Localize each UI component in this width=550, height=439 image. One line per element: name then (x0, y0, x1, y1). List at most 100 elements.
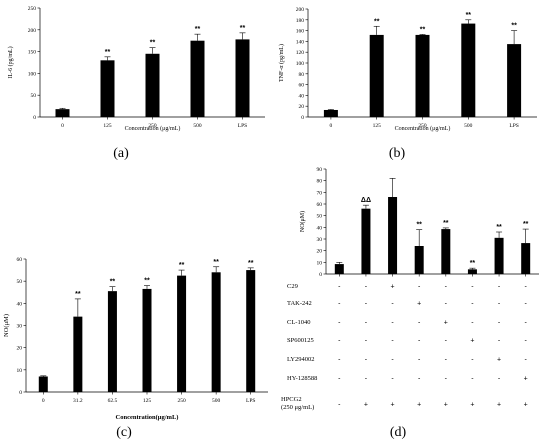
y-tick-label: 0 (19, 390, 22, 396)
treatment-sign: + (524, 402, 528, 409)
significance-mark-1: ** (75, 291, 81, 298)
y-tick-label: 20 (299, 104, 305, 110)
treatment-sign: - (498, 301, 501, 308)
x-tick-label: 500 (193, 123, 202, 129)
y-axis-title: IL-6 (pg/mL) (7, 46, 14, 78)
treatment-sign: - (418, 376, 421, 383)
treatment-sign: + (444, 402, 448, 409)
significance-mark-2: ** (110, 279, 116, 286)
y-axis-title: NO(μM) (3, 314, 10, 337)
y-tick-label: 150 (28, 50, 37, 56)
x-tick-label: 250 (148, 123, 157, 129)
treatment-label: HY-128588 (287, 375, 317, 382)
y-tick-label: 40 (317, 225, 323, 231)
bar-6 (494, 237, 504, 274)
y-tick-label: 20 (317, 249, 323, 255)
bar-4 (177, 275, 187, 392)
significance-mark-1: ** (374, 18, 380, 25)
treatment-label: TAK-242 (287, 300, 312, 307)
chart-panel-a: 0 50 100 150 200 250 IL-6 (pg/mL) 0 ** 125 ** 250 **… (7, 6, 265, 161)
x-tick-label: 31.2 (73, 398, 83, 404)
treatment-sign: - (365, 376, 368, 383)
bar-0 (55, 109, 70, 117)
treatment-sign: + (364, 402, 368, 409)
bar-2 (415, 34, 430, 117)
y-tick-label: 180 (296, 18, 305, 24)
x-tick-label: 250 (418, 123, 427, 129)
bar-0 (323, 109, 338, 117)
bar-3 (461, 23, 476, 117)
x-axis-title: Concentration (μg/mL) (125, 125, 181, 132)
x-tick-label: 0 (42, 398, 45, 404)
y-tick-label: 0 (319, 272, 322, 278)
bar-6 (246, 270, 256, 392)
treatment-sign: - (471, 320, 474, 327)
treatment-sign: - (525, 284, 528, 291)
y-tick-label: 20 (17, 346, 23, 352)
significance-mark-5: ** (213, 259, 219, 266)
bar-7 (521, 243, 531, 274)
treatment-sign: - (525, 338, 528, 345)
panel-label: (a) (113, 146, 129, 161)
y-tick-label: 80 (299, 72, 305, 78)
y-tick-label: 50 (17, 279, 23, 285)
x-axis-title: Concentration (μg/mL) (395, 125, 451, 132)
y-tick-label: 100 (28, 71, 37, 77)
treatment-sign: - (418, 320, 421, 327)
y-tick-label: 30 (17, 324, 23, 330)
significance-mark-2: ** (150, 40, 156, 47)
y-tick-label: 70 (317, 190, 323, 196)
treatment-sign: - (365, 284, 368, 291)
bar-2 (388, 197, 398, 274)
significance-mark-6: ** (248, 260, 254, 267)
x-tick-label: 0 (330, 123, 333, 129)
treatment-sign: + (391, 402, 395, 409)
y-tick-label: 60 (17, 257, 23, 263)
y-tick-label: 50 (317, 214, 323, 220)
treatment-sign: - (391, 338, 394, 345)
treatment-sign: - (445, 376, 448, 383)
y-tick-label: 80 (317, 179, 323, 185)
y-axis-title: TNF-α (pg/mL) (278, 44, 285, 82)
significance-mark-3: ** (195, 26, 201, 33)
treatment-sign: + (417, 402, 421, 409)
significance-mark-1: ΔΔ (361, 197, 371, 204)
treatment-sign: - (418, 357, 421, 364)
treatment-sign: + (391, 284, 395, 291)
panel-label: (c) (116, 425, 132, 439)
x-tick-label: LPS (509, 123, 518, 129)
panel-label: (d) (390, 425, 407, 439)
y-tick-label: 60 (317, 202, 323, 208)
bar-2 (107, 291, 117, 392)
treatment-sign: - (525, 357, 528, 364)
bar-1 (361, 208, 371, 274)
treatment-sign: - (445, 284, 448, 291)
treatment-label: LY294002 (287, 356, 315, 363)
treatment-sign: - (525, 301, 528, 308)
treatment-sign: - (525, 320, 528, 327)
treatment-sign: + (524, 376, 528, 383)
treatment-sign: - (391, 376, 394, 383)
significance-mark-4: ** (511, 23, 517, 30)
y-tick-label: 40 (299, 93, 305, 99)
treatment-label: CL-1040 (287, 319, 310, 326)
treatment-sign: + (497, 357, 501, 364)
treatment-sign: - (498, 338, 501, 345)
y-tick-label: 200 (28, 28, 37, 34)
treatment-sign: - (445, 301, 448, 308)
treatment-sign: - (338, 376, 341, 383)
treatment-sign: - (498, 320, 501, 327)
treatment-sign: + (444, 320, 448, 327)
treatment-sign: - (418, 284, 421, 291)
significance-mark-1: ** (105, 49, 111, 56)
x-tick-label: LPS (246, 398, 255, 404)
bar-3 (142, 288, 152, 392)
treatment-sign: - (365, 320, 368, 327)
x-tick-label: 500 (464, 123, 473, 129)
treatment-label-line2: (250 μg/mL) (281, 404, 314, 411)
bar-5 (467, 269, 477, 274)
chart-panel-d: 0 10 20 30 40 50 60 70 80 90 NO(μM) ΔΔ ** ** ** ** ** C29… (281, 167, 539, 439)
y-axis-title: NO(μM) (299, 211, 306, 232)
treatment-sign: - (338, 402, 341, 409)
